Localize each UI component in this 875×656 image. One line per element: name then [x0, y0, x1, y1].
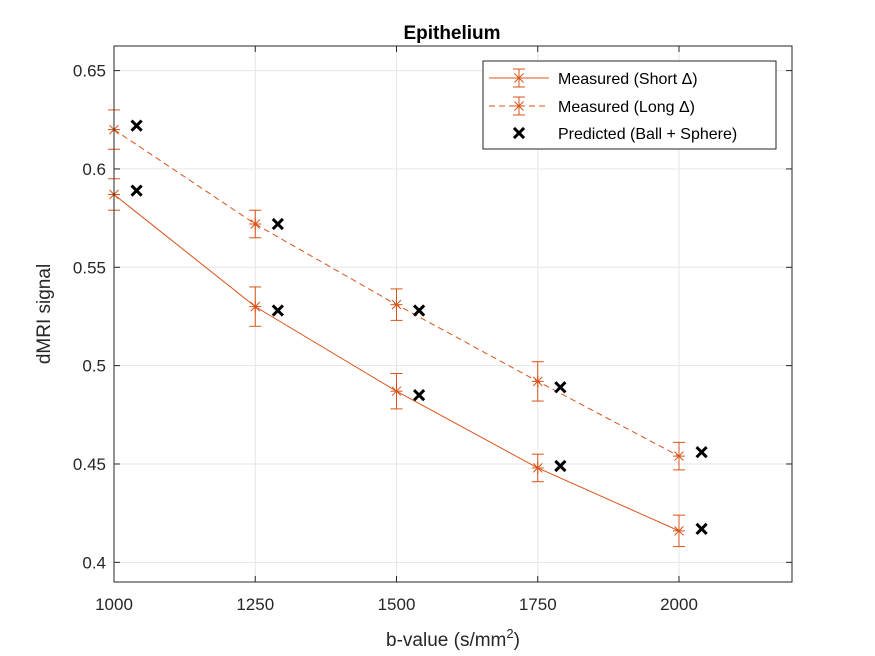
data-point-x [554, 459, 567, 473]
axes-box [113, 45, 793, 583]
y-tick-label: 0.4 [82, 553, 106, 572]
data-point-x [130, 119, 143, 132]
x-marker-stroke [412, 304, 426, 317]
legend-label: Measured (Short Δ) [558, 71, 698, 88]
x-tick-label: 2000 [660, 595, 698, 614]
x-axis-label-main: b-value (s/mm [386, 630, 506, 651]
data-point-x [412, 389, 426, 402]
asterisk-stroke [674, 526, 684, 536]
asterisk-stroke [391, 299, 402, 310]
legend-entry-3: Predicted (Ball + Sphere) [512, 126, 737, 143]
x-marker-stroke [695, 522, 708, 536]
data-point-asterisk [531, 375, 544, 388]
x-axis-label-superscript: 2 [506, 626, 513, 641]
x-marker-stroke [271, 304, 284, 317]
legend-entry-1: Measured (Short Δ) [489, 68, 698, 88]
x-marker-stroke [271, 217, 284, 231]
y-tick-label: 0.5 [82, 357, 106, 376]
data-point-asterisk [673, 524, 685, 537]
data-point-x [695, 446, 708, 459]
y-tick-label: 0.65 [73, 62, 106, 81]
x-axis-label: b-value (s/mm2) [386, 626, 520, 651]
data-point-asterisk [531, 461, 544, 474]
legend-box [482, 60, 777, 150]
x-axis-label-close: ) [514, 630, 520, 651]
x-marker-stroke [695, 446, 708, 459]
data-point-asterisk [249, 300, 262, 313]
y-tick-label: 0.6 [82, 160, 106, 179]
series-3 [130, 119, 708, 536]
data-point-x [695, 522, 708, 536]
data-point-x [271, 304, 284, 317]
data-point-x [412, 304, 426, 317]
data-point-asterisk [390, 298, 403, 311]
legend: Measured (Short Δ) Measured (Long Δ) Predi… [482, 60, 777, 150]
axes [113, 45, 793, 583]
asterisk-stroke [250, 301, 261, 312]
chart-title: Epithelium [403, 23, 500, 44]
data-point-asterisk [513, 100, 525, 112]
data-point-asterisk [390, 385, 403, 398]
x-marker-stroke [554, 381, 567, 394]
tick-labels: 1000 1250 1500 1750 2000 0.4 0.45 0.5 0.55 0.6 0.6… [73, 62, 698, 614]
x-marker-stroke [512, 126, 526, 140]
data-point-x [271, 217, 284, 231]
asterisk-stroke [250, 219, 261, 229]
x-tick-label: 1000 [95, 595, 133, 614]
data-point-asterisk [249, 218, 262, 231]
data-point-x [130, 184, 143, 197]
data-point-x [554, 381, 567, 394]
asterisk-stroke [391, 386, 402, 397]
tick-marks [113, 46, 792, 582]
legend-entry-2: Measured (Long Δ) [489, 96, 695, 116]
x-marker-stroke [412, 389, 426, 402]
legend-label: Measured (Long Δ) [558, 99, 695, 116]
x-tick-label: 1250 [236, 595, 274, 614]
x-marker-stroke [130, 119, 143, 132]
legend-label: Predicted (Ball + Sphere) [558, 126, 737, 143]
y-tick-label: 0.45 [73, 455, 106, 474]
y-tick-label: 0.55 [73, 258, 106, 277]
data-point-x [512, 126, 526, 140]
x-marker-stroke [130, 184, 143, 197]
data-point-asterisk [513, 72, 525, 84]
x-tick-label: 1500 [378, 595, 416, 614]
y-axis-label: dMRI signal [34, 264, 55, 364]
asterisk-stroke [514, 73, 524, 83]
asterisk-stroke [532, 463, 543, 473]
asterisk-stroke [674, 451, 684, 461]
x-tick-label: 1750 [519, 595, 557, 614]
data-point-asterisk [673, 450, 685, 463]
asterisk-stroke [532, 376, 543, 387]
x-marker-stroke [554, 459, 567, 473]
asterisk-stroke [514, 101, 524, 111]
